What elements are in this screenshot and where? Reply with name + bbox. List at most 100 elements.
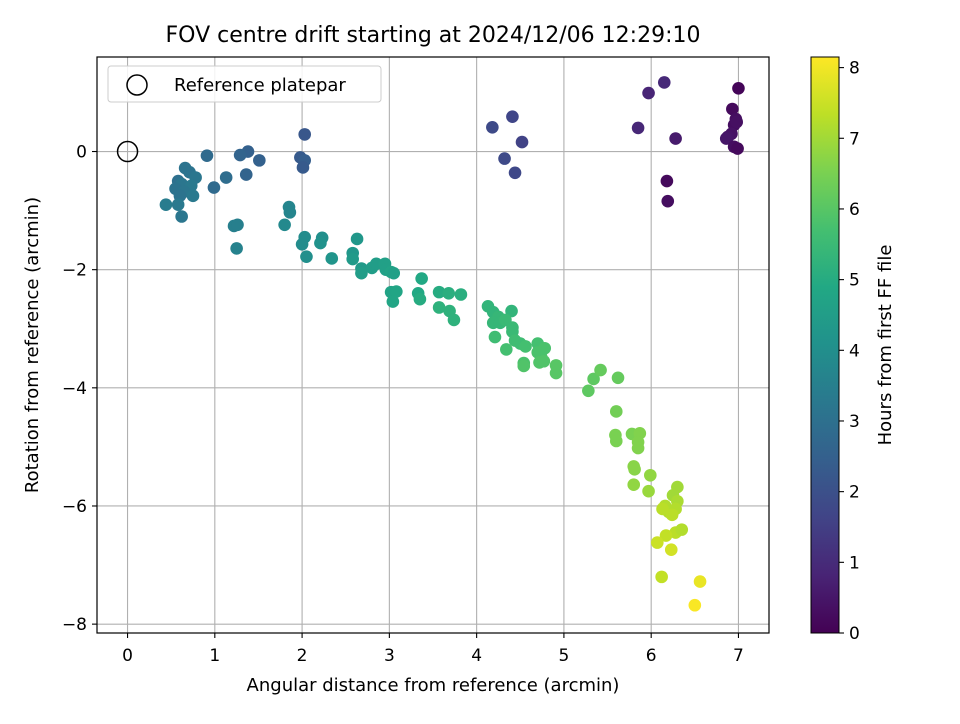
data-point <box>688 598 702 612</box>
data-point <box>369 257 383 271</box>
data-point <box>628 463 641 476</box>
data-point <box>296 161 310 174</box>
colorbar: 0 1 2 3 4 5 6 7 8 Hours from first FF file <box>810 56 896 644</box>
colorbar-gradient <box>810 56 840 634</box>
colorbar-tick-label: 5 <box>849 271 860 291</box>
y-tick-label: −2 <box>62 261 87 281</box>
data-point <box>730 115 744 129</box>
x-axis-ticks: 0 1 2 3 4 5 6 7 <box>122 633 744 666</box>
x-tick-label: 3 <box>384 646 395 666</box>
data-point <box>500 343 513 356</box>
legend-reference-marker <box>126 74 148 96</box>
data-point <box>517 359 531 373</box>
data-point <box>587 372 600 386</box>
data-point <box>650 536 664 549</box>
data-point <box>656 502 669 516</box>
data-point <box>239 168 253 181</box>
y-tick-label: −4 <box>62 379 87 399</box>
data-point <box>664 543 678 557</box>
chart-title: FOV centre drift starting at 2024/12/06 … <box>166 23 701 48</box>
data-point <box>644 468 657 482</box>
reference-marker-group <box>116 140 139 163</box>
data-point <box>665 508 679 522</box>
colorbar-tick-label: 4 <box>849 341 860 361</box>
data-point <box>454 288 468 301</box>
data-point <box>519 340 532 353</box>
data-point <box>295 237 309 251</box>
colorbar-tick-label: 3 <box>849 412 860 432</box>
x-tick-label: 7 <box>733 646 744 666</box>
colorbar-tick-label: 7 <box>849 129 860 149</box>
y-tick-label: 0 <box>76 143 87 163</box>
data-point <box>386 295 400 308</box>
y-tick-label: −6 <box>62 497 87 517</box>
x-tick-label: 1 <box>209 646 220 666</box>
data-point <box>609 405 623 418</box>
data-point <box>415 272 428 285</box>
colorbar-tick-label: 2 <box>849 483 860 503</box>
data-point <box>175 210 188 223</box>
data-point <box>693 575 707 588</box>
data-point <box>413 292 427 306</box>
data-point <box>719 132 733 145</box>
data-point <box>660 174 674 188</box>
data-point <box>219 171 233 184</box>
data-point <box>732 82 745 95</box>
data-point <box>350 232 364 246</box>
data-point <box>314 236 327 250</box>
data-point <box>498 152 511 165</box>
colorbar-ticks: 0 1 2 3 4 5 6 7 8 <box>839 59 860 644</box>
x-tick-label: 4 <box>471 646 482 666</box>
data-point <box>355 266 368 280</box>
data-point <box>642 484 655 498</box>
data-point <box>731 142 744 155</box>
y-tick-label: −8 <box>62 615 87 635</box>
data-point <box>171 198 185 211</box>
data-point <box>231 218 244 232</box>
legend: Reference platepar <box>107 65 382 103</box>
colorbar-tick-label: 1 <box>849 553 860 573</box>
data-point <box>669 132 682 145</box>
data-point <box>642 86 655 100</box>
data-point <box>159 198 173 211</box>
data-point <box>655 570 668 584</box>
legend-box <box>107 65 382 103</box>
data-point <box>346 252 360 266</box>
data-point <box>675 523 689 536</box>
x-tick-label: 6 <box>646 646 657 666</box>
data-point <box>300 250 313 263</box>
data-point <box>200 149 214 162</box>
colorbar-tick-label: 6 <box>849 200 860 220</box>
data-point <box>549 366 563 380</box>
y-axis-label: Rotation from reference (arcmin) <box>22 197 43 493</box>
data-point <box>298 128 312 141</box>
data-point <box>432 301 446 314</box>
data-point <box>233 148 247 162</box>
x-tick-label: 5 <box>558 646 569 666</box>
data-point <box>283 206 297 219</box>
legend-label: Reference platepar <box>174 75 346 96</box>
x-tick-label: 2 <box>297 646 308 666</box>
data-point <box>505 304 518 318</box>
data-point <box>594 363 607 377</box>
data-point <box>537 354 551 368</box>
data-point <box>387 266 401 280</box>
colorbar-tick-label: 0 <box>849 624 860 644</box>
data-point <box>442 287 456 300</box>
x-tick-label: 0 <box>122 646 133 666</box>
data-point <box>230 242 243 255</box>
colorbar-label: Hours from first FF file <box>875 245 896 446</box>
data-point <box>726 102 739 116</box>
data-point <box>186 189 200 203</box>
data-points <box>159 76 745 612</box>
data-point <box>447 313 461 327</box>
data-point <box>631 121 645 135</box>
x-axis-label: Angular distance from reference (arcmin) <box>247 675 620 696</box>
plot-frame <box>96 56 770 634</box>
colorbar-tick-label: 8 <box>849 59 860 79</box>
data-point <box>488 330 502 344</box>
data-point <box>390 285 403 298</box>
y-axis-ticks: 0 −2 −4 −6 −8 <box>62 143 97 635</box>
data-point <box>515 135 529 149</box>
